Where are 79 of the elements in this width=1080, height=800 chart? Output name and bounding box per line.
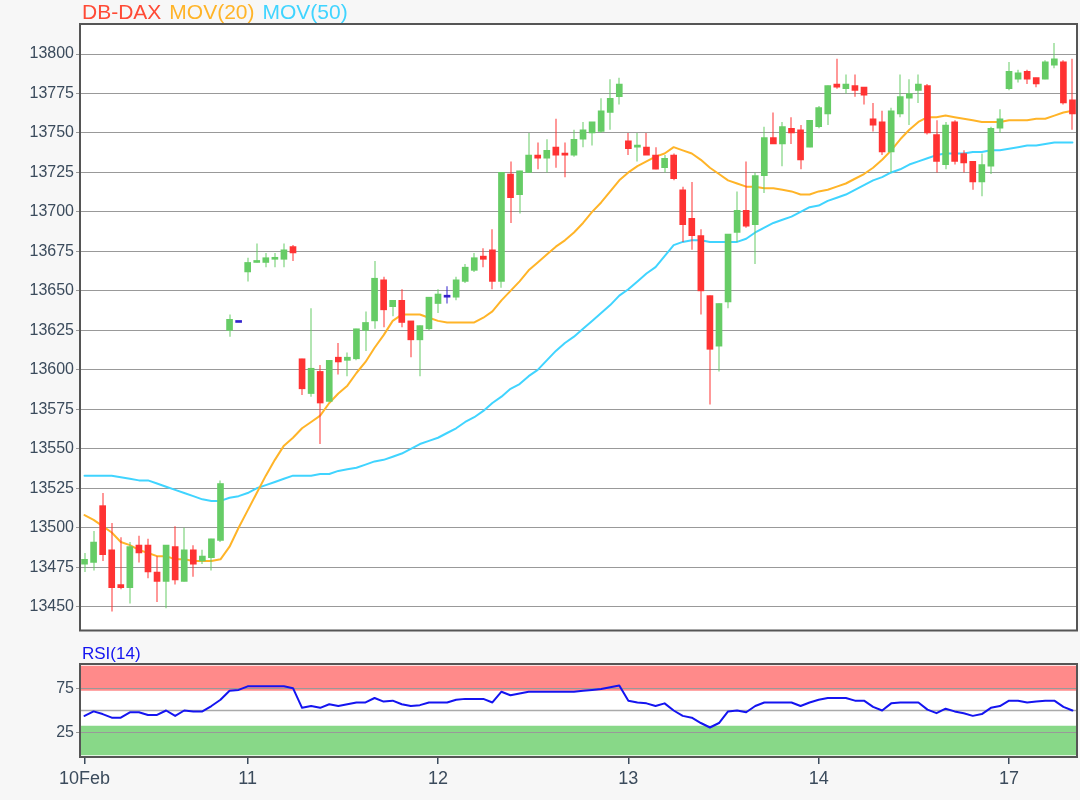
- y-tick-label: 13575: [29, 399, 75, 417]
- candlestick: [226, 314, 233, 337]
- candlestick: [679, 186, 687, 242]
- text: MOV(50): [262, 0, 348, 23]
- y-tick-label: 13550: [29, 439, 75, 457]
- y-tick-label: 13500: [29, 518, 75, 536]
- candlestick: [498, 172, 505, 288]
- candlestick: [217, 480, 224, 542]
- text: DB-DAX: [82, 0, 162, 23]
- y-tick-label: 13675: [29, 241, 75, 259]
- y-tick-label: 13625: [29, 320, 75, 338]
- x-tick-label: 12: [428, 767, 449, 788]
- x-tick-label: 17: [999, 767, 1020, 788]
- candlestick: [461, 264, 469, 283]
- candlestick: [815, 106, 823, 129]
- candlestick: [960, 150, 968, 173]
- candlestick: [806, 120, 813, 148]
- candlestick: [915, 74, 922, 103]
- y-tick-label: 13775: [29, 83, 75, 101]
- candlestick: [470, 252, 478, 272]
- candlestick: [371, 260, 378, 329]
- candlestick: [534, 142, 542, 170]
- candlestick: [652, 147, 659, 170]
- x-tick-label: 13: [618, 767, 639, 788]
- candlestick: [180, 527, 188, 582]
- candlestick: [525, 132, 532, 173]
- y-tick-label: 25: [56, 723, 75, 741]
- candlestick: [235, 320, 242, 323]
- candlestick: [896, 74, 904, 118]
- candlestick: [951, 120, 958, 165]
- candlestick: [661, 155, 668, 173]
- y-tick-label: 13700: [29, 202, 75, 220]
- candlestick: [262, 252, 270, 268]
- y-tick-label: 13725: [29, 162, 75, 180]
- candlestick: [244, 257, 252, 282]
- candlestick: [751, 172, 759, 265]
- candlestick: [489, 229, 496, 290]
- candlestick: [688, 181, 696, 250]
- y-tick-label: 13750: [29, 123, 75, 141]
- candlestick: [325, 360, 333, 402]
- x-tick-label: 14: [808, 767, 829, 788]
- y-tick-label: 13475: [29, 557, 75, 575]
- candlestick: [208, 538, 215, 571]
- candlestick: [770, 112, 777, 145]
- y-tick-label: 13525: [29, 478, 75, 496]
- y-tick-label: 13600: [29, 360, 75, 378]
- candlestick: [253, 243, 261, 263]
- candlestick: [353, 328, 360, 361]
- candlestick: [1051, 42, 1058, 69]
- text: RSI(14): [82, 643, 141, 663]
- candlestick: [362, 311, 369, 351]
- candlestick: [942, 121, 949, 170]
- candlestick: [797, 125, 804, 170]
- y-tick-label: 13800: [29, 44, 75, 62]
- candlestick: [380, 276, 387, 328]
- candlestick: [398, 289, 406, 328]
- candlestick: [634, 132, 641, 162]
- x-tick-label: 11: [238, 767, 258, 788]
- y-tick-label: 13450: [29, 597, 75, 615]
- candlestick: [117, 537, 125, 590]
- candlestick: [779, 121, 786, 167]
- candlestick: [905, 79, 913, 126]
- candlestick: [1041, 60, 1049, 80]
- candlestick: [606, 79, 614, 130]
- candlestick: [760, 126, 768, 193]
- x-tick-label: 10Feb: [59, 767, 111, 788]
- candlestick: [924, 84, 931, 135]
- y-tick-label: 13650: [29, 281, 75, 299]
- candlestick: [389, 300, 397, 317]
- candlestick: [543, 139, 551, 173]
- candlestick: [1032, 77, 1040, 88]
- candlestick: [933, 120, 940, 173]
- y-tick-label: 75: [56, 678, 75, 696]
- candlestick: [344, 352, 351, 377]
- text: MOV(20): [169, 0, 255, 23]
- candlestick: [480, 248, 487, 268]
- candlestick: [1069, 58, 1076, 130]
- candlestick: [99, 493, 106, 561]
- candlestick: [824, 85, 832, 126]
